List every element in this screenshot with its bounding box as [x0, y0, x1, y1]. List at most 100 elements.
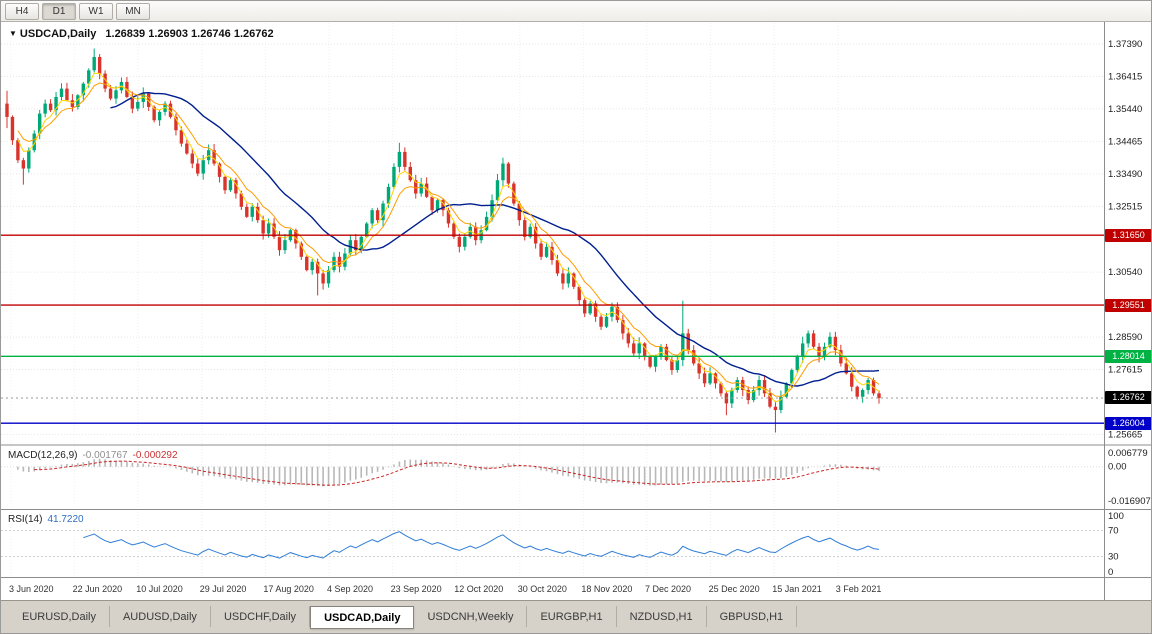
- candle-body: [801, 343, 805, 357]
- candle-body: [250, 206, 254, 217]
- chart-tabbar: EURUSD,Daily AUDUSD,Daily USDCHF,Daily USDC…: [1, 600, 1151, 633]
- candle-body: [381, 203, 385, 221]
- rsi-name: RSI(14): [8, 514, 43, 525]
- timeframe-button-w1[interactable]: W1: [79, 2, 113, 20]
- candle-body: [719, 383, 723, 394]
- candle-body: [256, 206, 260, 221]
- timeframe-button-h4[interactable]: H4: [5, 2, 39, 20]
- candle-body: [828, 336, 832, 347]
- chart-tab-usdcnh[interactable]: USDCNH,Weekly: [414, 606, 528, 627]
- candle-body: [168, 103, 173, 117]
- chart-tab-usdchf[interactable]: USDCHF,Daily: [211, 606, 311, 627]
- candle-body: [550, 246, 554, 261]
- date-axis-label: 29 Jul 2020: [200, 584, 247, 594]
- candle-body: [506, 163, 511, 184]
- candle-body: [632, 343, 636, 354]
- price-axis-label: 1.30540: [1108, 267, 1142, 278]
- candle-body: [435, 200, 440, 211]
- chart-tabs: EURUSD,Daily AUDUSD,Daily USDCHF,Daily USDC…: [9, 606, 798, 629]
- candle-body: [277, 236, 282, 251]
- timeframe-button-mn[interactable]: MN: [116, 2, 150, 20]
- macd-main-value: -0.001767: [82, 450, 128, 461]
- macd-axis-label: 0.006779: [1108, 448, 1148, 459]
- candle-body: [790, 370, 794, 384]
- candle-body: [397, 151, 402, 167]
- candle-body: [735, 380, 739, 391]
- candle-body: [746, 390, 750, 401]
- date-axis-label: 23 Sep 2020: [391, 584, 442, 594]
- candle-body: [730, 390, 734, 404]
- chart-tab-nzdusd[interactable]: NZDUSD,H1: [617, 606, 707, 627]
- candle-body: [599, 316, 603, 327]
- candle-body: [283, 240, 287, 251]
- candle-body: [490, 200, 494, 217]
- timeframe-button-d1[interactable]: D1: [42, 2, 76, 20]
- chart-tab-gbpusd[interactable]: GBPUSD,H1: [707, 606, 798, 627]
- candle-body: [223, 176, 227, 191]
- chart-ohlc-values: 1.26839 1.26903 1.26746 1.26762: [105, 28, 274, 40]
- candle-body: [337, 256, 342, 267]
- candle-body: [751, 390, 756, 401]
- candle-body: [773, 406, 778, 411]
- candle-body: [141, 93, 145, 102]
- chart-tab-audusd[interactable]: AUDUSD,Daily: [110, 606, 211, 627]
- candle-body: [670, 360, 674, 371]
- candle-body: [228, 180, 233, 191]
- candle-body: [370, 210, 374, 224]
- candle-body: [675, 360, 680, 371]
- candle-body: [866, 380, 870, 391]
- candle-body: [81, 83, 85, 96]
- candle-body: [855, 386, 859, 397]
- candle-body: [784, 383, 789, 397]
- candle-body: [108, 88, 113, 99]
- candle-body: [245, 206, 249, 217]
- chart-tab-eurusd[interactable]: EURUSD,Daily: [9, 606, 110, 627]
- candle-body: [501, 163, 505, 181]
- candle-body: [686, 333, 690, 351]
- candle-body: [179, 130, 184, 144]
- candle-body: [484, 216, 489, 231]
- candle-body: [299, 243, 303, 257]
- candle-body: [877, 393, 881, 398]
- candle-body: [321, 273, 325, 284]
- timeframe-buttons: H4 D1 W1 MN: [5, 2, 150, 20]
- candle-body: [446, 210, 451, 224]
- chart-tab-eurgbp[interactable]: EURGBP,H1: [527, 606, 617, 627]
- candle-body: [76, 95, 80, 107]
- candle-body: [468, 226, 472, 237]
- candle-body: [212, 150, 216, 164]
- date-axis-label: 17 Aug 2020: [263, 584, 314, 594]
- candle-body: [315, 261, 320, 274]
- candle-body: [234, 180, 238, 194]
- candle-body: [38, 113, 42, 134]
- date-axis-label: 25 Dec 2020: [709, 584, 760, 594]
- candle-body: [65, 88, 69, 101]
- chart-dropdown-icon[interactable]: ▼: [9, 29, 17, 38]
- candle-body: [87, 70, 91, 84]
- rsi-axis-label: 30: [1108, 552, 1119, 563]
- chart-title: ▼ USDCAD,Daily 1.26839 1.26903 1.26746 1.…: [9, 28, 274, 40]
- candle-body: [21, 160, 26, 169]
- ma-fast-line: [17, 82, 880, 397]
- candle-body: [54, 96, 58, 111]
- price-axis-label: 1.25665: [1108, 430, 1142, 441]
- price-axis-label: 1.36415: [1108, 71, 1142, 82]
- candle-body: [583, 300, 587, 314]
- candle-body: [174, 116, 178, 131]
- candle-body: [201, 160, 205, 174]
- candle-body: [392, 166, 396, 187]
- candle-body: [92, 56, 96, 71]
- candle-body: [354, 240, 358, 251]
- chart-symbol-label: USDCAD,Daily: [19, 28, 97, 40]
- candle-body: [517, 203, 521, 221]
- candle-body: [833, 336, 838, 351]
- candle-body: [43, 103, 47, 114]
- date-axis-label: 30 Oct 2020: [518, 584, 567, 594]
- candle-body: [294, 230, 298, 244]
- candle-body: [544, 246, 549, 257]
- candle-body: [495, 180, 500, 201]
- candle-body: [103, 73, 107, 89]
- chart-tab-usdcad[interactable]: USDCAD,Daily: [310, 606, 415, 629]
- candle-body: [615, 306, 620, 321]
